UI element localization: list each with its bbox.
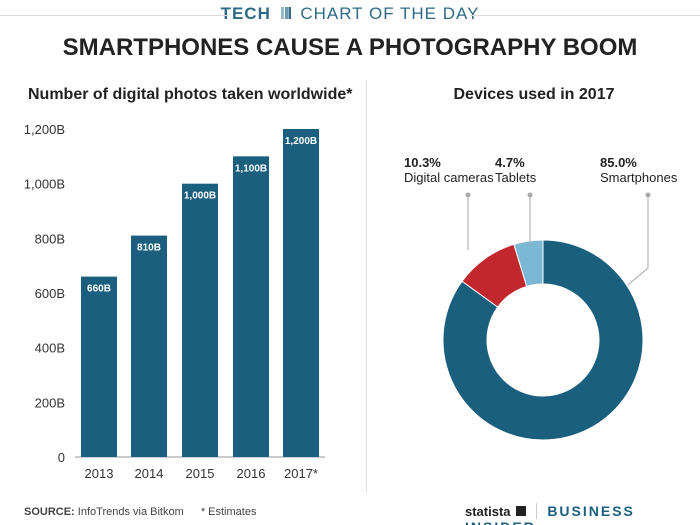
- y-tick-label: 0: [58, 450, 65, 465]
- slice-name-label: Smartphones: [600, 170, 678, 185]
- y-tick-label: 1,200B: [24, 122, 65, 137]
- slice-value-label: 4.7%: [495, 155, 525, 170]
- kicker: TECH CHART OF THE DAY: [0, 4, 700, 24]
- y-tick-label: 600B: [35, 286, 65, 301]
- bar: [233, 156, 269, 458]
- bar-value-label: 810B: [137, 243, 161, 254]
- divider: [366, 80, 367, 492]
- brand: statista BUSINESS INSIDER: [465, 503, 700, 525]
- leader-dot: [645, 192, 651, 198]
- bar-value-label: 660B: [87, 284, 111, 295]
- business-insider-logo: BUSINESS INSIDER: [465, 503, 635, 525]
- x-tick-label: 2016: [237, 466, 266, 481]
- leader-line: [627, 195, 649, 286]
- bar-value-label: 1,000B: [184, 191, 216, 202]
- x-tick-label: 2015: [186, 466, 215, 481]
- footnote: * Estimates: [200, 506, 257, 518]
- bar-chart-title: Number of digital photos taken worldwide…: [28, 86, 353, 103]
- donut-chart-title: Devices used in 2017: [453, 86, 615, 103]
- y-tick-label: 1,000B: [24, 177, 65, 192]
- slice-value-label: 10.3%: [404, 155, 441, 170]
- kicker-rule-left: [0, 15, 230, 16]
- leader-dot: [465, 192, 471, 198]
- slice-value-label: 85.0%: [600, 155, 637, 170]
- kicker-text: CHART OF THE DAY: [300, 4, 480, 23]
- footer-source: SOURCE: InfoTrends via Bitkom * Estimate…: [24, 506, 256, 518]
- x-tick-label: 2014: [135, 466, 164, 481]
- leader-dot: [527, 192, 533, 198]
- slice-name-label: Digital cameras: [404, 170, 494, 185]
- bar-value-label: 1,100B: [235, 163, 267, 174]
- statista-logo-mark: [516, 506, 527, 516]
- y-tick-label: 800B: [35, 231, 65, 246]
- y-tick-label: 200B: [35, 395, 65, 410]
- x-tick-label: 2017*: [284, 466, 318, 481]
- bar: [81, 276, 117, 457]
- source-label: SOURCE:: [24, 506, 75, 518]
- y-tick-label: 400B: [35, 341, 65, 356]
- bar: [131, 235, 167, 457]
- source-text: InfoTrends via Bitkom: [77, 506, 184, 518]
- kicker-rule-right: [470, 15, 700, 16]
- donut-slice-smartphones: [442, 239, 644, 441]
- page-title: SMARTPHONES CAUSE A PHOTOGRAPHY BOOM: [62, 34, 638, 61]
- bar: [182, 183, 218, 457]
- kicker-tag: TECH: [220, 4, 271, 23]
- bars-icon: [280, 7, 291, 19]
- statista-logo: statista: [465, 504, 511, 519]
- donut-slice-tablets: [513, 239, 544, 288]
- bar: [283, 129, 319, 457]
- bar-value-label: 1,200B: [285, 136, 317, 147]
- x-tick-label: 2013: [85, 466, 114, 481]
- slice-name-label: Tablets: [495, 170, 537, 185]
